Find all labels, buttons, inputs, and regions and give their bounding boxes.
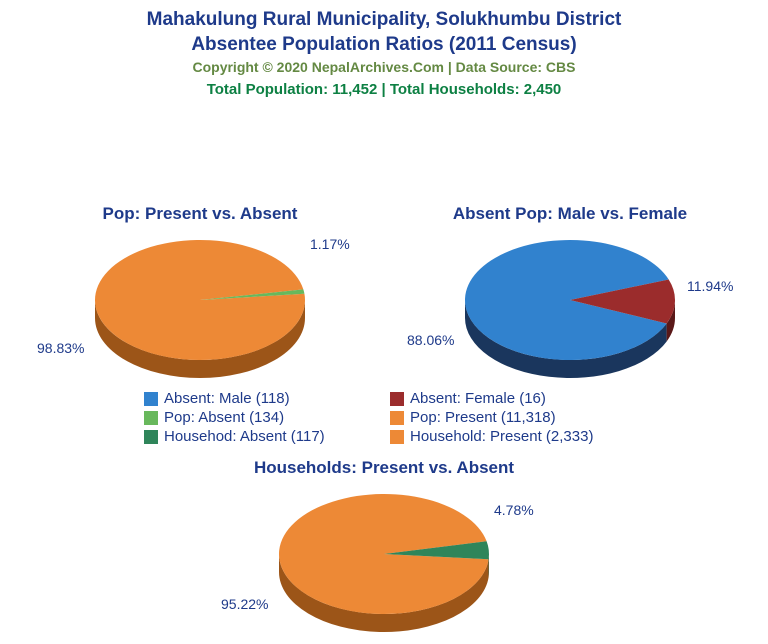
chart1-label-big: 98.83%: [37, 340, 84, 356]
chart2-pie: 88.06% 11.94%: [455, 230, 685, 390]
chart3-pie: 95.22% 4.78%: [269, 484, 499, 644]
chart3-title: Households: Present vs. Absent: [224, 458, 544, 478]
legend-label: Household: Present (2,333): [410, 428, 593, 445]
legend-swatch: [390, 430, 404, 444]
legend-swatch: [390, 411, 404, 425]
legend-item: Household: Present (2,333): [390, 428, 624, 445]
legend-swatch: [144, 430, 158, 444]
totals-line: Total Population: 11,452 | Total Househo…: [0, 81, 768, 98]
title-line-2: Absentee Population Ratios (2011 Census): [0, 33, 768, 58]
legend-swatch: [390, 392, 404, 406]
copyright-line: Copyright © 2020 NepalArchives.Com | Dat…: [0, 59, 768, 75]
legend-item: Absent: Male (118): [144, 390, 378, 407]
legend-label: Pop: Absent (134): [164, 409, 284, 426]
title-line-1: Mahakulung Rural Municipality, Solukhumb…: [0, 8, 768, 33]
chart-pop-present-absent: Pop: Present vs. Absent 98.83% 1.17%: [40, 204, 360, 390]
chart3-label-small: 4.78%: [494, 502, 534, 518]
chart1-label-small: 1.17%: [310, 236, 350, 252]
legend-swatch: [144, 411, 158, 425]
legend-item: Pop: Absent (134): [144, 409, 378, 426]
legend-swatch: [144, 392, 158, 406]
chart1-pie: 98.83% 1.17%: [85, 230, 315, 390]
legend-item: Househod: Absent (117): [144, 428, 378, 445]
chart2-label-small: 11.94%: [687, 278, 733, 294]
legend-item: Absent: Female (16): [390, 390, 624, 407]
main-title: Mahakulung Rural Municipality, Solukhumb…: [0, 0, 768, 57]
chart2-title: Absent Pop: Male vs. Female: [400, 204, 740, 224]
chart3-label-big: 95.22%: [221, 596, 268, 612]
legend-label: Absent: Female (16): [410, 390, 546, 407]
chart1-title: Pop: Present vs. Absent: [40, 204, 360, 224]
legend-label: Househod: Absent (117): [164, 428, 325, 445]
legend-label: Pop: Present (11,318): [410, 409, 556, 426]
chart2-label-big: 88.06%: [407, 332, 454, 348]
chart-absent-male-female: Absent Pop: Male vs. Female 88.06% 11.94…: [400, 204, 740, 390]
legend-item: Pop: Present (11,318): [390, 409, 624, 426]
legend-label: Absent: Male (118): [164, 390, 290, 407]
chart-households-present-absent: Households: Present vs. Absent 95.22% 4.…: [224, 458, 544, 644]
legend: Absent: Male (118) Absent: Female (16) P…: [144, 390, 624, 445]
